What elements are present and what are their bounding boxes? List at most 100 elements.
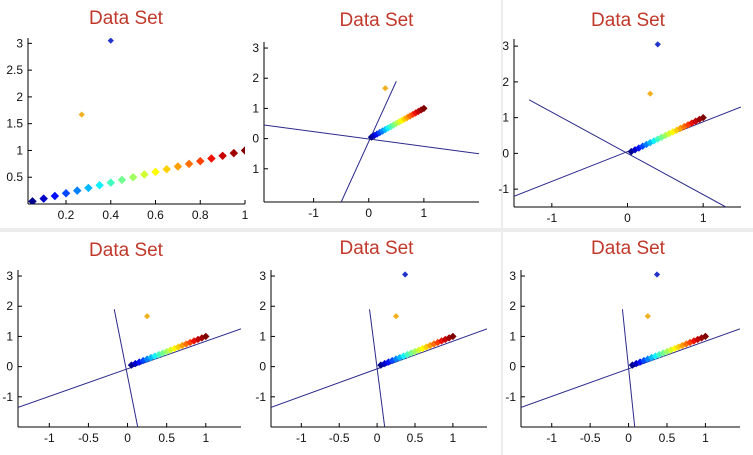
data-point xyxy=(162,164,171,174)
data-point xyxy=(173,162,183,171)
x-tick-label: 0.5 xyxy=(158,431,175,445)
y-tick-label: 1 xyxy=(502,111,509,125)
y-tick-label: 2 xyxy=(502,75,509,89)
chart-title: Data Set xyxy=(591,10,665,31)
y-tick-label: 0.5 xyxy=(6,170,23,184)
data-point xyxy=(229,148,239,158)
chart-title: Data Set xyxy=(339,238,414,259)
data-point xyxy=(449,332,457,341)
component-line xyxy=(521,328,740,408)
outlier-point xyxy=(78,111,85,118)
component-line xyxy=(621,309,636,427)
x-tick-label: 0 xyxy=(124,431,131,445)
y-tick-label: 0 xyxy=(6,360,13,374)
y-tick-label: 1 xyxy=(6,329,13,343)
y-tick-label: 0 xyxy=(509,360,516,374)
data-point xyxy=(240,146,245,155)
y-tick-label: 0 xyxy=(502,146,509,160)
x-tick-label: 0.4 xyxy=(102,208,119,222)
x-tick-label: 1 xyxy=(700,211,707,225)
y-tick-label: 2 xyxy=(6,299,13,313)
chart-panel-2: Data Set xyxy=(252,0,501,228)
chart-panel-4: Data Set xyxy=(0,232,252,455)
x-tick-label: -1 xyxy=(308,206,319,220)
data-point xyxy=(151,167,160,177)
data-point xyxy=(95,181,104,190)
x-tick-label: 0.5 xyxy=(407,431,424,445)
chart-title: Data Set xyxy=(339,10,414,31)
x-tick-label: 0.5 xyxy=(659,431,676,445)
outlier-point xyxy=(392,313,400,320)
data-point xyxy=(140,170,149,179)
y-tick-label: 1.5 xyxy=(6,117,23,131)
data-point xyxy=(61,189,71,198)
y-tick-label: 2 xyxy=(252,71,259,85)
chart-panel-5: Data Set xyxy=(252,232,501,455)
outlier-point xyxy=(653,271,661,278)
y-tick-label: 2 xyxy=(509,299,516,313)
chart-panel-1: Data Set xyxy=(0,0,252,228)
y-tick-label: 3 xyxy=(16,36,23,50)
outlier-point xyxy=(402,271,409,278)
data-point xyxy=(39,194,48,203)
y-tick-label: 3 xyxy=(252,41,259,55)
y-tick-label: -1 xyxy=(498,182,509,196)
y-tick-label: 1 xyxy=(252,162,259,176)
y-tick-label: 3 xyxy=(6,269,13,283)
x-tick-label: 0.8 xyxy=(192,208,209,222)
x-tick-label: 1 xyxy=(421,206,428,220)
y-tick-label: 3 xyxy=(509,269,516,283)
y-tick-label: 2.5 xyxy=(6,63,23,77)
component-line xyxy=(528,99,727,207)
outlier-point xyxy=(143,313,151,320)
y-tick-label: 1 xyxy=(252,101,259,115)
y-tick-label: -1 xyxy=(255,390,266,404)
y-tick-label: 0 xyxy=(259,360,266,374)
x-tick-label: -0.5 xyxy=(329,431,350,445)
data-point xyxy=(699,113,707,122)
data-point xyxy=(218,151,227,161)
component-line xyxy=(514,106,741,197)
x-tick-label: -1 xyxy=(546,431,557,445)
chart-title: Data Set xyxy=(89,8,163,29)
component-line xyxy=(18,328,241,408)
y-tick-label: -1 xyxy=(505,390,516,404)
y-tick-label: 2 xyxy=(259,299,266,313)
component-line xyxy=(340,81,397,202)
data-point xyxy=(106,178,116,187)
component-line xyxy=(113,309,139,427)
y-tick-label: 3 xyxy=(502,39,509,53)
x-tick-label: 0.6 xyxy=(147,208,164,222)
data-point xyxy=(117,175,127,185)
data-point xyxy=(701,332,710,341)
chart-panel-6: Data Set xyxy=(503,232,753,455)
x-tick-label: -0.5 xyxy=(78,431,99,445)
x-tick-label: 1 xyxy=(702,431,709,445)
y-tick-label: 2 xyxy=(16,90,23,104)
x-tick-label: 0 xyxy=(374,431,381,445)
data-point xyxy=(84,183,93,193)
y-tick-label: 1 xyxy=(509,329,516,343)
x-tick-label: -1 xyxy=(546,211,557,225)
data-point xyxy=(128,172,138,182)
data-point xyxy=(207,154,216,163)
x-tick-label: 0 xyxy=(624,211,631,225)
chart-title: Data Set xyxy=(89,240,163,261)
y-tick-label: -1 xyxy=(2,390,13,404)
x-tick-label: -1 xyxy=(44,431,55,445)
y-tick-label: 1 xyxy=(259,329,266,343)
x-tick-label: 0 xyxy=(625,431,632,445)
outlier-point xyxy=(644,313,651,320)
x-tick-label: 1 xyxy=(450,431,457,445)
y-tick-label: 0 xyxy=(252,132,259,146)
component-line xyxy=(369,309,386,427)
y-tick-label: 1 xyxy=(16,143,23,157)
chart-panel-3: Data Set xyxy=(503,0,753,228)
data-point xyxy=(72,186,82,195)
